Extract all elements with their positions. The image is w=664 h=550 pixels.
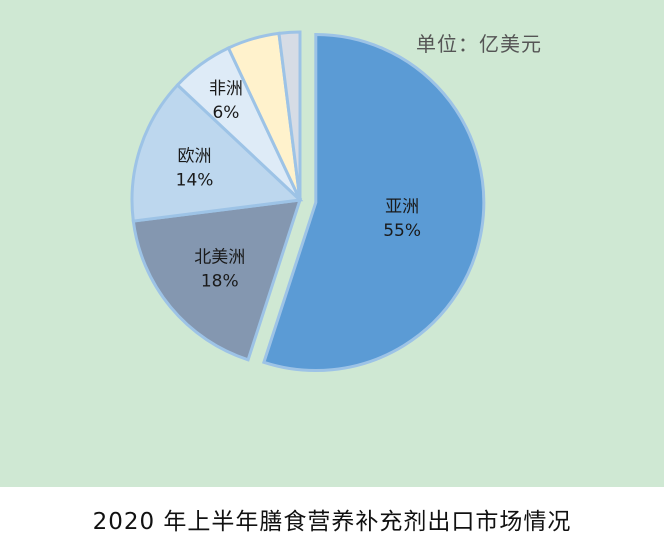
slice-name-label-3: 非洲 xyxy=(209,79,243,99)
slice-name-label-1: 北美洲 xyxy=(194,247,245,267)
slice-percent-label-2: 14% xyxy=(176,171,214,191)
caption-text: 2020 年上半年膳食营养补充剂出口市场情况 xyxy=(92,508,572,535)
pie-slice-1 xyxy=(131,198,303,362)
chart-panel: 单位：亿美元 亚洲 55% 北美洲 18% 欧洲 14% 非洲 6% xyxy=(0,0,664,487)
slice-percent-label-1: 18% xyxy=(201,271,239,291)
pie-slice-5 xyxy=(277,30,302,201)
slice-name-label-0: 亚洲 xyxy=(385,197,419,217)
pie-slice-2 xyxy=(130,82,304,223)
pie-chart: 亚洲 55% 北美洲 18% 欧洲 14% 非洲 6% xyxy=(130,30,486,372)
chart-caption: 2020 年上半年膳食营养补充剂出口市场情况 xyxy=(0,487,664,550)
slice-percent-label-0: 55% xyxy=(383,221,421,241)
slice-name-label-2: 欧洲 xyxy=(178,147,212,167)
unit-label: 单位：亿美元 xyxy=(416,32,542,56)
slice-percent-label-3: 6% xyxy=(212,103,239,123)
pie-slice-0 xyxy=(261,33,486,372)
